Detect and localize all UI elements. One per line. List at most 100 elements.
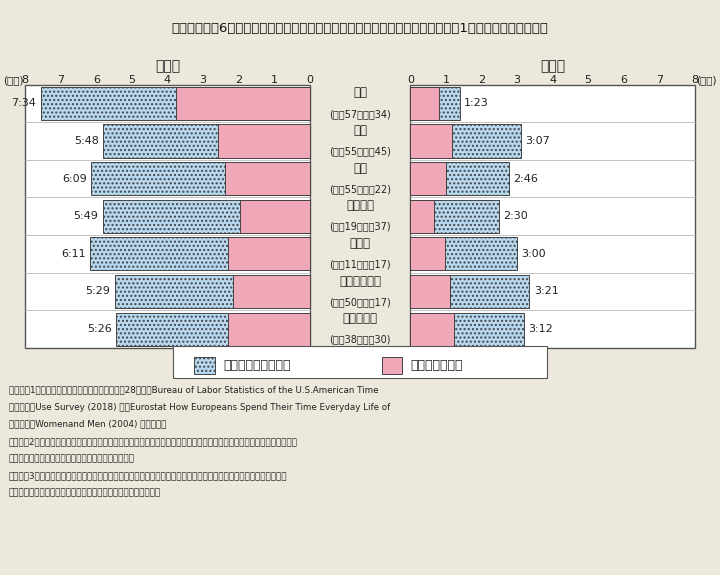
Text: 日本: 日本 xyxy=(353,86,367,99)
Text: (９：11／３：17): (９：11／３：17) xyxy=(329,259,391,269)
Text: 7: 7 xyxy=(57,75,64,85)
Bar xyxy=(410,312,524,346)
Text: 1:13: 1:13 xyxy=(420,324,444,334)
Text: 5:48: 5:48 xyxy=(74,136,99,146)
Bar xyxy=(91,162,310,195)
Text: 米国: 米国 xyxy=(353,124,367,137)
Text: 1:07: 1:07 xyxy=(418,286,442,297)
Bar xyxy=(40,87,310,120)
Bar xyxy=(228,237,310,270)
Bar xyxy=(410,162,446,195)
Text: 家事・育児関連時間: 家事・育児関連時間 xyxy=(223,359,291,371)
Text: 2:46: 2:46 xyxy=(513,174,538,183)
Text: 6:11: 6:11 xyxy=(60,249,86,259)
Text: フランス: フランス xyxy=(346,200,374,212)
Bar xyxy=(103,200,310,233)
Text: 8: 8 xyxy=(22,75,29,85)
Bar xyxy=(382,356,402,374)
Bar xyxy=(225,162,310,195)
Text: 3: 3 xyxy=(199,75,207,85)
Text: 2: 2 xyxy=(235,75,242,85)
Bar xyxy=(228,312,310,346)
Text: (８：57／４：34): (８：57／４：34) xyxy=(329,109,391,118)
Text: 3: 3 xyxy=(513,75,521,85)
Text: 4: 4 xyxy=(549,75,556,85)
Text: 図表２－２　6歳未満の子供を持つ夫婦の家事・育児関連時間（週全体平均）（1日当たり，国際比較）: 図表２－２ 6歳未満の子供を持つ夫婦の家事・育児関連時間（週全体平均）（1日当た… xyxy=(171,22,549,35)
Text: 0:49: 0:49 xyxy=(413,98,436,108)
Text: 6: 6 xyxy=(93,75,100,85)
Text: 5: 5 xyxy=(128,75,135,85)
Text: 3:45: 3:45 xyxy=(231,98,255,108)
Text: うち育児の時間: うち育児の時間 xyxy=(410,359,463,371)
Text: 3．国名の下に記載している時間は，左側が「家事・育児関連時間」の夫と妻の時間を合わせた時間。右側が: 3．国名の下に記載している時間は，左側が「家事・育児関連時間」の夫と妻の時間を合… xyxy=(9,472,287,481)
Bar xyxy=(410,162,509,195)
Text: Womenand Men (2004) より作成。: Womenand Men (2004) より作成。 xyxy=(9,420,166,429)
Bar xyxy=(218,124,310,158)
Text: 7:34: 7:34 xyxy=(12,98,36,108)
Text: 1: 1 xyxy=(443,75,449,85)
Text: ノルウェー: ノルウェー xyxy=(343,312,377,325)
Bar xyxy=(410,200,434,233)
Text: 3:12: 3:12 xyxy=(528,324,553,334)
Text: 3:07: 3:07 xyxy=(526,136,550,146)
Text: 7: 7 xyxy=(656,75,663,85)
Text: 6:09: 6:09 xyxy=(62,174,86,183)
Text: (８：50／３：17): (８：50／３：17) xyxy=(329,297,391,307)
Bar xyxy=(194,356,215,374)
Text: 4: 4 xyxy=(164,75,171,85)
Bar xyxy=(410,87,439,120)
Bar xyxy=(117,312,310,346)
Text: Use Survey (2018) 及びEurostat How Europeans Spend Their Time Everyday Life of: Use Survey (2018) 及びEurostat How Europea… xyxy=(9,402,390,412)
Text: (時間): (時間) xyxy=(696,75,716,85)
Text: (８：55／３：22): (８：55／３：22) xyxy=(329,184,391,194)
Text: 3:00: 3:00 xyxy=(521,249,546,259)
Text: 5:29: 5:29 xyxy=(86,286,110,297)
Text: （備考）1．総務省「社会生活基本調査」（平成28年），Bureau of Labor Statistics of the U.S.American Time: （備考）1．総務省「社会生活基本調査」（平成28年），Bureau of Lab… xyxy=(9,385,378,394)
Text: 「うち育児の時間」の夫と妻の時間を合わせた時間。: 「うち育児の時間」の夫と妻の時間を合わせた時間。 xyxy=(9,489,161,498)
Text: 2．日本の値は，「夫婦と子供の世帯」に限定した夫と妻の１日当たりの「家事」，「介護・看護」，「育児」及: 2．日本の値は，「夫婦と子供の世帯」に限定した夫と妻の１日当たりの「家事」，「介… xyxy=(9,437,297,446)
Bar xyxy=(410,85,695,348)
Bar xyxy=(176,87,310,120)
Bar xyxy=(410,87,459,120)
Text: 0: 0 xyxy=(407,75,414,85)
Text: 2: 2 xyxy=(478,75,485,85)
Text: 2:30: 2:30 xyxy=(503,211,528,221)
Bar xyxy=(410,275,529,308)
Text: 「夫」: 「夫」 xyxy=(540,59,565,73)
Text: 0:40: 0:40 xyxy=(410,211,434,221)
Text: 0:59: 0:59 xyxy=(416,249,440,259)
Text: 3:21: 3:21 xyxy=(534,286,559,297)
Bar xyxy=(410,237,517,270)
Bar xyxy=(114,275,310,308)
Text: (時間): (時間) xyxy=(4,75,24,85)
Bar xyxy=(410,275,450,308)
Text: 5:26: 5:26 xyxy=(87,324,112,334)
Text: (８：55／３：45): (８：55／３：45) xyxy=(329,146,391,156)
Text: 6: 6 xyxy=(620,75,627,85)
Text: 2:22: 2:22 xyxy=(256,174,279,183)
Bar xyxy=(410,237,446,270)
Text: ドイツ: ドイツ xyxy=(349,237,371,250)
Bar xyxy=(410,312,454,346)
Text: 2:34: 2:34 xyxy=(252,136,276,146)
Text: 1:23: 1:23 xyxy=(464,98,489,108)
Text: 2:18: 2:18 xyxy=(257,249,281,259)
Text: 「妻」: 「妻」 xyxy=(155,59,180,73)
Text: び「買い物」の合計時間（週全体平均）。: び「買い物」の合計時間（週全体平均）。 xyxy=(9,454,135,463)
Text: 2:10: 2:10 xyxy=(259,286,283,297)
Text: 8: 8 xyxy=(691,75,698,85)
Text: 1:11: 1:11 xyxy=(420,136,444,146)
Bar xyxy=(104,124,310,158)
Text: 1:00: 1:00 xyxy=(417,174,440,183)
Bar xyxy=(410,124,452,158)
Text: スウェーデン: スウェーデン xyxy=(339,275,381,288)
Text: 2:17: 2:17 xyxy=(257,324,281,334)
Bar xyxy=(410,124,521,158)
Text: 0: 0 xyxy=(306,75,313,85)
Text: 5: 5 xyxy=(585,75,592,85)
Bar xyxy=(233,275,310,308)
Text: 英国: 英国 xyxy=(353,162,367,175)
Text: (８：19／２：37): (８：19／２：37) xyxy=(329,221,391,232)
Bar xyxy=(25,85,310,348)
Bar xyxy=(410,200,499,233)
